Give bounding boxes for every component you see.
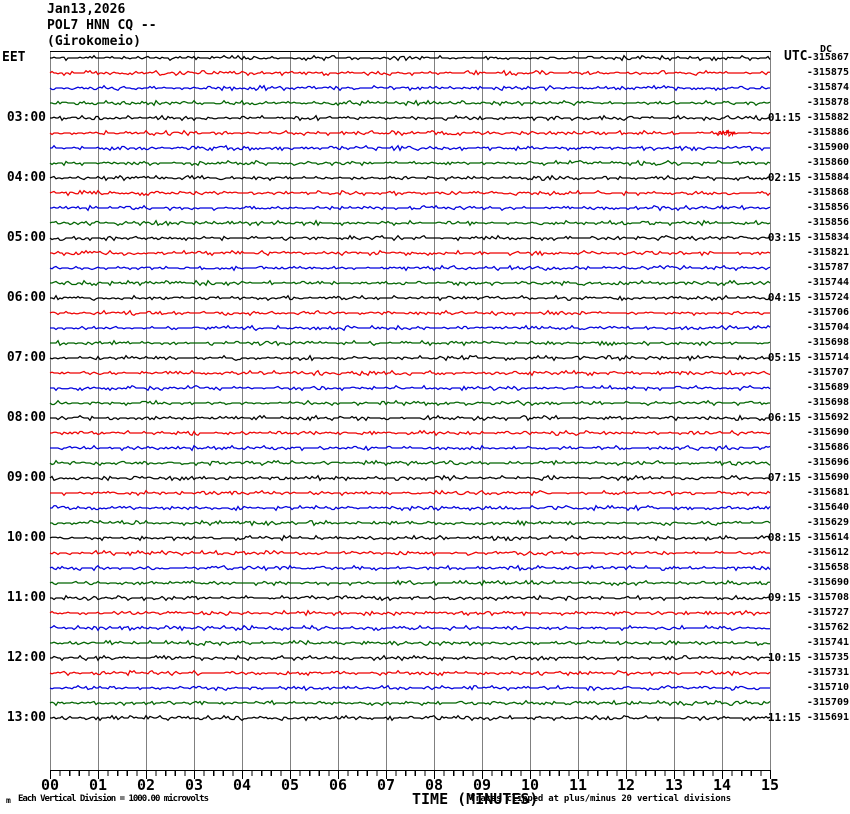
division-note: Each Vertical Division = 1000.00 microvo… xyxy=(18,794,209,804)
right-hour-label: 06:15 xyxy=(767,411,801,424)
dc-offset-value: -315690 xyxy=(806,472,849,483)
left-hour-label: 03:00 xyxy=(6,110,46,125)
dc-offset-value: -315867 xyxy=(806,52,849,63)
dc-offset-value: -315690 xyxy=(806,427,849,438)
x-axis-label: 00 xyxy=(40,776,60,794)
right-axis-label: UTC xyxy=(784,49,808,64)
dc-offset-value: -315744 xyxy=(806,277,849,288)
dc-offset-value: -315875 xyxy=(806,67,849,78)
dc-offset-value: -315689 xyxy=(806,382,849,393)
dc-offset-value: -315681 xyxy=(806,487,849,498)
x-axis-label: 07 xyxy=(376,776,396,794)
dc-offset-value: -315874 xyxy=(806,82,849,93)
right-hour-label: 03:15 xyxy=(767,231,801,244)
right-hour-label: 11:15 xyxy=(767,711,801,724)
x-axis-label: 01 xyxy=(88,776,108,794)
right-hour-label: 10:15 xyxy=(767,651,801,664)
dc-offset-value: -315856 xyxy=(806,217,849,228)
left-hour-label: 09:00 xyxy=(6,470,46,485)
left-hour-label: 04:00 xyxy=(6,170,46,185)
right-hour-label: 07:15 xyxy=(767,471,801,484)
corner-mark: m xyxy=(6,796,11,805)
x-axis-label: 05 xyxy=(280,776,300,794)
title-block: Jan13,2026 POL7 HNN CQ -- (Girokomeio) xyxy=(47,2,157,50)
dc-offset-value: -315704 xyxy=(806,322,849,333)
clip-note: Traces clipped at plus/minus 20 vertical… xyxy=(470,794,731,804)
dc-label: DC xyxy=(820,44,833,55)
dc-offset-value: -315714 xyxy=(806,352,849,363)
dc-offset-value: -315612 xyxy=(806,547,849,558)
left-axis-label: EET xyxy=(2,50,26,65)
dc-offset-value: -315691 xyxy=(806,712,849,723)
dc-offset-value: -315856 xyxy=(806,202,849,213)
dc-offset-value: -315741 xyxy=(806,637,849,648)
dc-offset-value: -315886 xyxy=(806,127,849,138)
left-hour-label: 07:00 xyxy=(6,350,46,365)
dc-offset-value: -315614 xyxy=(806,532,849,543)
dc-offset-value: -315696 xyxy=(806,457,849,468)
dc-offset-value: -315787 xyxy=(806,262,849,273)
x-axis-label: 03 xyxy=(184,776,204,794)
x-axis-label: 13 xyxy=(664,776,684,794)
right-hour-label: 01:15 xyxy=(767,111,801,124)
dc-offset-value: -315692 xyxy=(806,412,849,423)
dc-offset-value: -315884 xyxy=(806,172,849,183)
dc-offset-value: -315878 xyxy=(806,97,849,108)
dc-offset-value: -315690 xyxy=(806,577,849,588)
right-hour-label: 04:15 xyxy=(767,291,801,304)
x-axis-label: 15 xyxy=(760,776,780,794)
left-hour-label: 12:00 xyxy=(6,650,46,665)
x-axis-title: TIME (MINUTES) xyxy=(412,790,539,808)
right-hour-label: 09:15 xyxy=(767,591,801,604)
title-date: Jan13,2026 xyxy=(47,2,126,17)
right-hour-label: 08:15 xyxy=(767,531,801,544)
x-axis-label: 12 xyxy=(616,776,636,794)
dc-offset-value: -315724 xyxy=(806,292,849,303)
title-location: (Girokomeio) xyxy=(47,34,141,49)
dc-offset-value: -315709 xyxy=(806,697,849,708)
dc-offset-value: -315900 xyxy=(806,142,849,153)
x-axis-label: 06 xyxy=(328,776,348,794)
dc-offset-value: -315860 xyxy=(806,157,849,168)
x-axis-label: 08 xyxy=(424,776,444,794)
dc-offset-value: -315706 xyxy=(806,307,849,318)
left-hour-label: 08:00 xyxy=(6,410,46,425)
dc-offset-value: -315868 xyxy=(806,187,849,198)
left-hour-label: 13:00 xyxy=(6,710,46,725)
dc-offset-value: -315882 xyxy=(806,112,849,123)
dc-offset-value: -315762 xyxy=(806,622,849,633)
dc-offset-value: -315727 xyxy=(806,607,849,618)
dc-offset-value: -315640 xyxy=(806,502,849,513)
right-hour-label: 02:15 xyxy=(767,171,801,184)
left-hour-label: 11:00 xyxy=(6,590,46,605)
x-axis-label: 09 xyxy=(472,776,492,794)
dc-offset-value: -315707 xyxy=(806,367,849,378)
dc-offset-value: -315698 xyxy=(806,337,849,348)
dc-offset-value: -315731 xyxy=(806,667,849,678)
dc-offset-value: -315708 xyxy=(806,592,849,603)
left-hour-label: 10:00 xyxy=(6,530,46,545)
dc-offset-value: -315686 xyxy=(806,442,849,453)
x-axis-label: 04 xyxy=(232,776,252,794)
dc-offset-value: -315834 xyxy=(806,232,849,243)
x-axis-label: 14 xyxy=(712,776,732,794)
x-axis-label: 10 xyxy=(520,776,540,794)
dc-offset-value: -315629 xyxy=(806,517,849,528)
dc-offset-value: -315658 xyxy=(806,562,849,573)
dc-offset-value: -315821 xyxy=(806,247,849,258)
x-axis-label: 02 xyxy=(136,776,156,794)
dc-offset-value: -315698 xyxy=(806,397,849,408)
x-axis-label: 11 xyxy=(568,776,588,794)
left-hour-label: 05:00 xyxy=(6,230,46,245)
dc-offset-value: -315710 xyxy=(806,682,849,693)
title-station: POL7 HNN CQ -- xyxy=(47,18,157,33)
left-hour-label: 06:00 xyxy=(6,290,46,305)
dc-offset-value: -315735 xyxy=(806,652,849,663)
right-hour-label: 05:15 xyxy=(767,351,801,364)
